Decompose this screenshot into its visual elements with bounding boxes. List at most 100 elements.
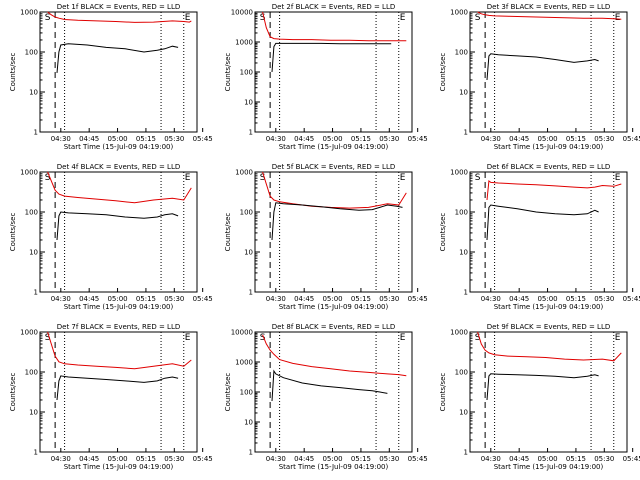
x-axis-label: Start Time (15-Jul-09 04:19:00) bbox=[279, 303, 389, 311]
detector-panel-6: Det 6f BLACK = Events, RED = LLD 1 10 100 10… bbox=[439, 163, 640, 311]
x-tick-label: 05:15 bbox=[136, 295, 156, 303]
series-line-events bbox=[271, 369, 388, 402]
x-tick-label: 05:00 bbox=[322, 135, 342, 143]
series-line-events bbox=[56, 43, 179, 73]
start-marker: S bbox=[45, 333, 51, 343]
end-marker: E bbox=[185, 333, 191, 343]
x-tick-label: 05:30 bbox=[164, 135, 184, 143]
y-axis-label: Counts/sec bbox=[224, 213, 232, 252]
y-tick-label: 10 bbox=[459, 409, 468, 417]
x-tick-label: 05:15 bbox=[566, 135, 586, 143]
x-tick-label: 05:45 bbox=[623, 295, 640, 303]
y-tick-label: 1000 bbox=[450, 9, 468, 17]
x-tick-label: 04:45 bbox=[294, 135, 314, 143]
y-tick-label: 1 bbox=[249, 129, 253, 137]
x-tick-label: 05:00 bbox=[537, 295, 557, 303]
plot-frame bbox=[254, 171, 413, 293]
plot-frame bbox=[469, 11, 628, 133]
x-tick-label: 04:30 bbox=[51, 135, 71, 143]
x-axis-label: Start Time (15-Jul-09 04:19:00) bbox=[64, 303, 174, 311]
start-marker: S bbox=[475, 333, 481, 343]
start-marker: S bbox=[45, 13, 51, 23]
x-tick-label: 04:45 bbox=[79, 295, 99, 303]
y-tick-label: 10 bbox=[244, 419, 253, 427]
y-tick-label: 1 bbox=[464, 129, 468, 137]
x-tick-label: 04:45 bbox=[509, 295, 529, 303]
plot-frame bbox=[469, 171, 628, 293]
x-axis-label: Start Time (15-Jul-09 04:19:00) bbox=[64, 143, 174, 151]
x-tick-label: 05:15 bbox=[566, 295, 586, 303]
plot-frame bbox=[254, 331, 413, 453]
y-tick-label: 10 bbox=[29, 249, 38, 257]
y-tick-label: 10 bbox=[459, 249, 468, 257]
x-tick-label: 04:45 bbox=[294, 295, 314, 303]
y-axis-label: Counts/sec bbox=[439, 213, 447, 252]
x-tick-label: 05:45 bbox=[623, 135, 640, 143]
x-tick-label: 05:30 bbox=[594, 455, 614, 463]
y-tick-label: 10 bbox=[29, 89, 38, 97]
y-tick-label: 100 bbox=[25, 369, 38, 377]
x-axis-label: Start Time (15-Jul-09 04:19:00) bbox=[494, 143, 604, 151]
x-tick-label: 05:00 bbox=[107, 135, 127, 143]
x-tick-label: 05:15 bbox=[351, 455, 371, 463]
panel-title: Det 9f BLACK = Events, RED = LLD bbox=[487, 323, 610, 331]
panel-title: Det 2f BLACK = Events, RED = LLD bbox=[272, 3, 395, 11]
panel-title: Det 4f BLACK = Events, RED = LLD bbox=[57, 163, 180, 171]
y-axis-label: Counts/sec bbox=[9, 53, 17, 92]
end-marker: E bbox=[615, 173, 621, 183]
plot-frame bbox=[39, 11, 198, 133]
series-line-lld bbox=[262, 11, 407, 42]
start-marker: S bbox=[475, 13, 481, 23]
x-axis-label: Start Time (15-Jul-09 04:19:00) bbox=[279, 143, 389, 151]
y-tick-label: 1000 bbox=[235, 359, 253, 367]
start-marker: S bbox=[260, 173, 266, 183]
y-tick-label: 10000 bbox=[231, 329, 253, 337]
y-tick-label: 100 bbox=[455, 369, 468, 377]
y-axis-label: Counts/sec bbox=[439, 53, 447, 92]
x-tick-label: 05:00 bbox=[107, 455, 127, 463]
series-line-lld bbox=[262, 334, 407, 377]
series-line-lld bbox=[262, 171, 407, 209]
series-line-events bbox=[486, 373, 599, 401]
x-tick-label: 05:45 bbox=[408, 135, 428, 143]
series-line-lld bbox=[47, 331, 192, 370]
x-tick-label: 05:45 bbox=[623, 455, 640, 463]
x-tick-label: 04:45 bbox=[509, 135, 529, 143]
y-tick-label: 100 bbox=[240, 389, 253, 397]
x-tick-label: 04:45 bbox=[509, 455, 529, 463]
plot-frame bbox=[469, 331, 628, 453]
panel-title: Det 1f BLACK = Events, RED = LLD bbox=[57, 3, 180, 11]
x-tick-label: 05:30 bbox=[379, 295, 399, 303]
y-axis-label: Counts/sec bbox=[9, 213, 17, 252]
detector-panel-1: Det 1f BLACK = Events, RED = LLD 1 10 100 10… bbox=[9, 3, 213, 151]
y-tick-label: 1000 bbox=[450, 169, 468, 177]
y-tick-label: 1000 bbox=[235, 39, 253, 47]
y-tick-label: 1 bbox=[34, 129, 38, 137]
plot-frame bbox=[39, 171, 198, 293]
y-tick-label: 10 bbox=[29, 409, 38, 417]
x-tick-label: 05:30 bbox=[164, 295, 184, 303]
y-tick-label: 1000 bbox=[20, 9, 38, 17]
x-tick-label: 05:45 bbox=[193, 295, 213, 303]
panel-title: Det 3f BLACK = Events, RED = LLD bbox=[487, 3, 610, 11]
x-tick-label: 05:30 bbox=[379, 455, 399, 463]
detector-panel-9: Det 9f BLACK = Events, RED = LLD 1 10 100 10… bbox=[439, 323, 640, 471]
detector-panel-3: Det 3f BLACK = Events, RED = LLD 1 10 100 10… bbox=[439, 3, 640, 151]
panel-title: Det 8f BLACK = Events, RED = LLD bbox=[272, 323, 395, 331]
end-marker: E bbox=[400, 13, 406, 23]
series-line-events bbox=[271, 42, 392, 73]
x-tick-label: 04:30 bbox=[51, 455, 71, 463]
panel-title: Det 7f BLACK = Events, RED = LLD bbox=[57, 323, 180, 331]
y-tick-label: 100 bbox=[25, 49, 38, 57]
y-axis-label: Counts/sec bbox=[224, 53, 232, 92]
x-tick-label: 05:30 bbox=[379, 135, 399, 143]
start-marker: S bbox=[45, 173, 51, 183]
y-tick-label: 10 bbox=[459, 89, 468, 97]
y-tick-label: 1 bbox=[34, 449, 38, 457]
series-line-lld bbox=[477, 11, 622, 20]
x-tick-label: 04:45 bbox=[294, 455, 314, 463]
x-tick-label: 05:15 bbox=[136, 135, 156, 143]
x-tick-label: 05:15 bbox=[351, 295, 371, 303]
y-axis-label: Counts/sec bbox=[224, 373, 232, 412]
start-marker: S bbox=[260, 13, 266, 23]
